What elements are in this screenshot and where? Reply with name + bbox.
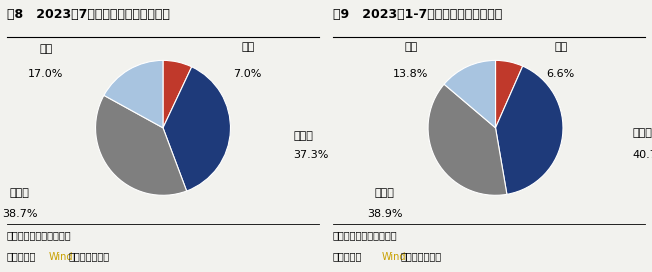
Text: 地市级: 地市级 bbox=[293, 131, 313, 141]
Text: 园区: 园区 bbox=[39, 44, 52, 54]
Text: 13.8%: 13.8% bbox=[393, 69, 428, 79]
Text: 7.0%: 7.0% bbox=[233, 69, 262, 79]
Text: 省级: 省级 bbox=[554, 42, 567, 52]
Text: 38.7%: 38.7% bbox=[2, 209, 37, 220]
Wedge shape bbox=[163, 60, 192, 128]
Text: 园区: 园区 bbox=[404, 42, 417, 52]
Text: 37.3%: 37.3% bbox=[293, 150, 329, 160]
Text: 注：按券券发行数量统计: 注：按券券发行数量统计 bbox=[7, 230, 71, 240]
Text: 图8   2023年7月份城投债行政级别分布: 图8 2023年7月份城投债行政级别分布 bbox=[7, 8, 170, 21]
Text: 17.0%: 17.0% bbox=[28, 69, 63, 79]
Text: 图9   2023年1-7月城投债行政级别分布: 图9 2023年1-7月城投债行政级别分布 bbox=[333, 8, 502, 21]
Text: Wind: Wind bbox=[49, 252, 74, 262]
Text: 注：按券券发行数量统计: 注：按券券发行数量统计 bbox=[333, 230, 397, 240]
Wedge shape bbox=[104, 60, 163, 128]
Text: 区县级: 区县级 bbox=[10, 188, 29, 198]
Text: 省级: 省级 bbox=[241, 42, 254, 52]
Text: 区县级: 区县级 bbox=[375, 188, 394, 198]
Wedge shape bbox=[163, 67, 230, 191]
Text: 38.9%: 38.9% bbox=[367, 209, 402, 220]
Wedge shape bbox=[496, 66, 563, 194]
Wedge shape bbox=[496, 60, 523, 128]
Text: 地市级: 地市级 bbox=[632, 128, 652, 138]
Wedge shape bbox=[428, 84, 507, 195]
Text: 40.7%: 40.7% bbox=[632, 150, 652, 160]
Text: 资料来源：: 资料来源： bbox=[7, 252, 36, 262]
Wedge shape bbox=[96, 95, 186, 195]
Text: ，中证鹏元整理: ，中证鹏元整理 bbox=[401, 252, 442, 262]
Text: 资料来源：: 资料来源： bbox=[333, 252, 362, 262]
Text: 6.6%: 6.6% bbox=[546, 69, 575, 79]
Wedge shape bbox=[444, 60, 496, 128]
Text: ，中证鹏元整理: ，中证鹏元整理 bbox=[68, 252, 110, 262]
Text: Wind: Wind bbox=[381, 252, 406, 262]
